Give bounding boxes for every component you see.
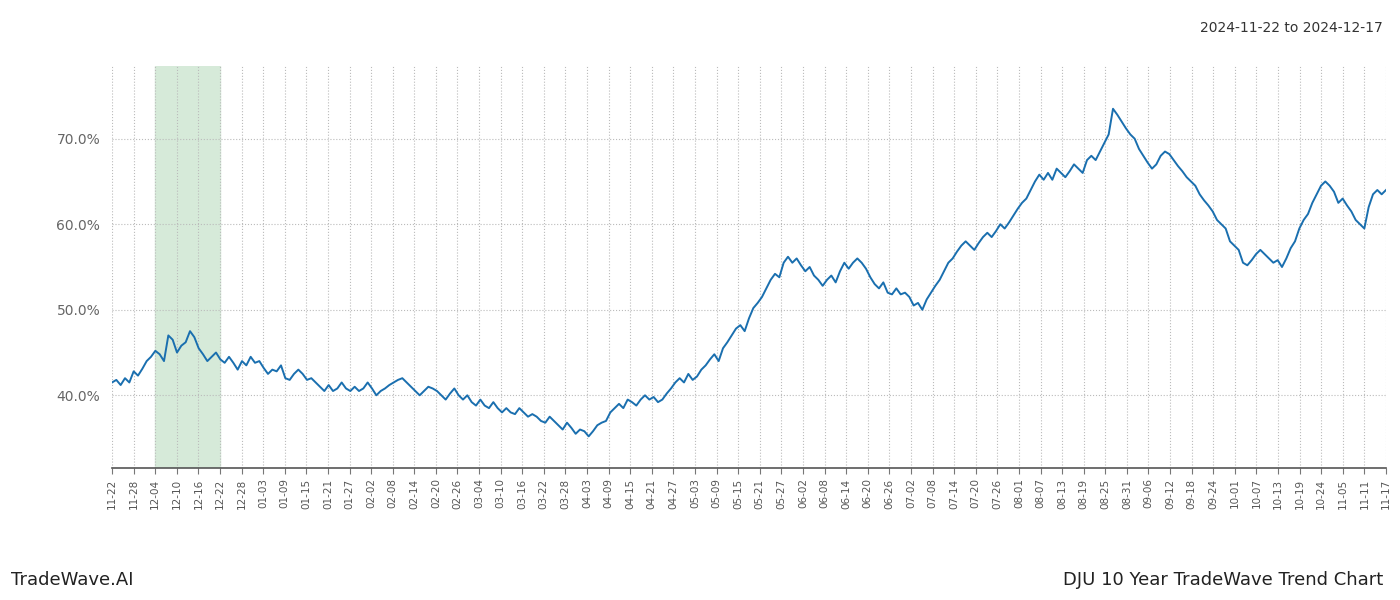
Text: 2024-11-22 to 2024-12-17: 2024-11-22 to 2024-12-17: [1200, 21, 1383, 35]
Text: DJU 10 Year TradeWave Trend Chart: DJU 10 Year TradeWave Trend Chart: [1063, 571, 1383, 589]
Bar: [155, 66, 220, 468]
Text: TradeWave.AI: TradeWave.AI: [11, 571, 133, 589]
